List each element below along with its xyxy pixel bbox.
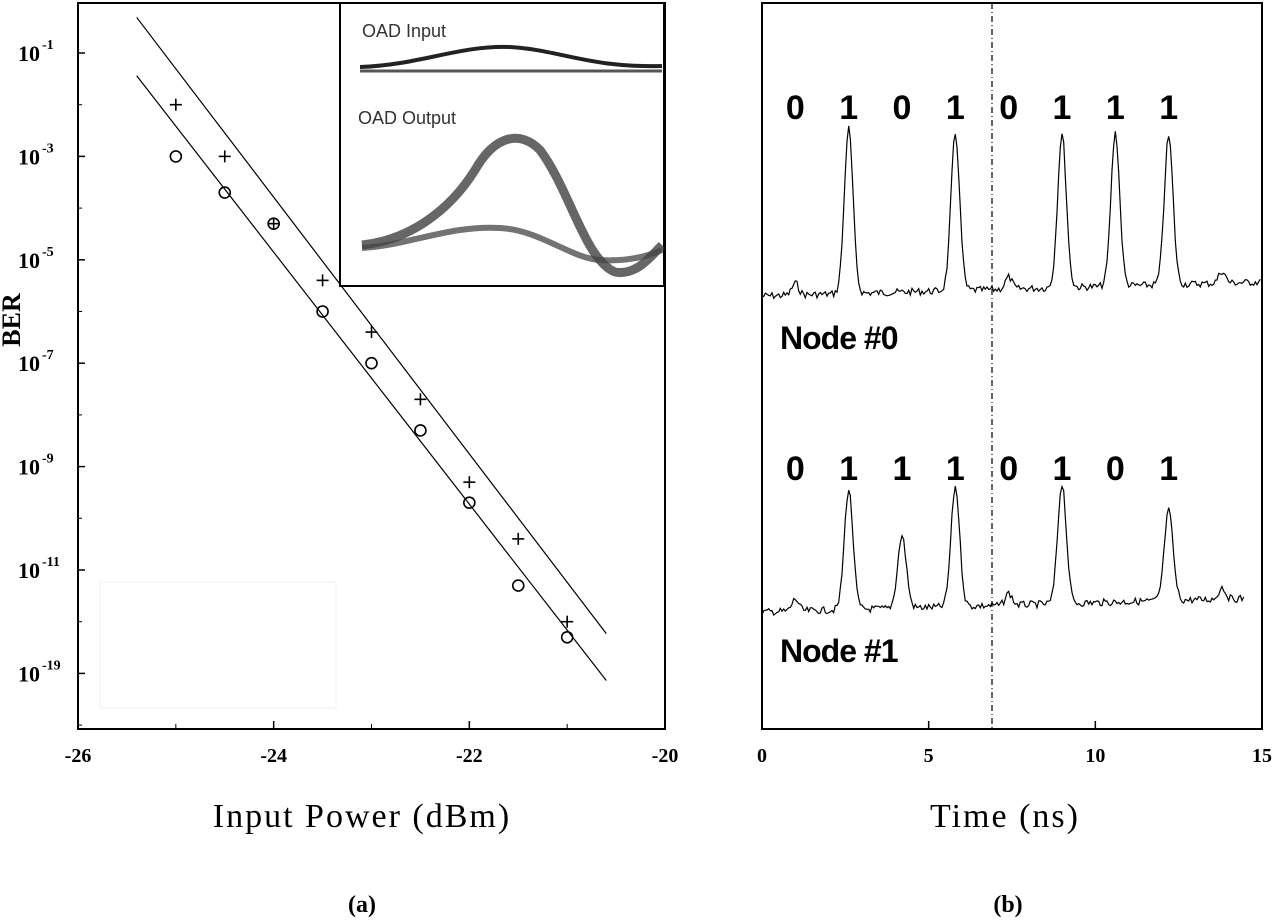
ber-y-tick-exponent: -9 [42, 452, 54, 467]
ber-x-tick-label: -24 [260, 745, 287, 767]
ber-plus-marker [316, 274, 329, 287]
ber-plus-marker [463, 476, 476, 489]
node-0-label: Node #0 [780, 320, 898, 356]
waveform-panel: 0 5 10 15 0 1 0 1 0 1 1 10 1 1 1 0 1 0 1 Node #0 Node #1 … [757, 2, 1272, 918]
ber-circle-marker [365, 356, 378, 370]
ber-y-tick-exponent: -19 [42, 658, 61, 673]
ber-plus-marker [414, 393, 427, 406]
ber-plus-marker [561, 615, 574, 628]
bit-label: 0 [999, 89, 1018, 127]
ber-y-tick-label: 10 [18, 248, 40, 273]
panel-a-label: (a) [348, 892, 376, 918]
waveform-trace [761, 125, 1261, 300]
panel-b-label: (b) [993, 892, 1022, 918]
ber-y-tick-exponent: -3 [42, 141, 54, 156]
bit-label: 0 [786, 89, 805, 127]
ber-y-tick-exponent: -11 [42, 555, 60, 570]
ber-x-axis-title: Input Power (dBm) [213, 798, 511, 835]
bit-label: 1 [1159, 450, 1178, 488]
bit-label: 1 [946, 450, 965, 488]
bit-label: 0 [999, 450, 1018, 488]
inset-label-output: OAD Output [358, 108, 456, 128]
ber-y-tick-exponent: -7 [42, 348, 54, 363]
time-x-tick-label: 15 [1252, 745, 1272, 767]
inset-output-eye-upper [361, 133, 666, 278]
ber-y-tick-label: 10 [18, 351, 40, 376]
inset-label-input: OAD Input [362, 21, 446, 41]
bit-label: 1 [946, 89, 965, 127]
node-1-label: Node #1 [780, 633, 898, 669]
ber-fit-line [136, 17, 607, 635]
bit-label: 0 [893, 89, 912, 127]
eye-diagram-inset: OAD Input OAD Output [339, 2, 666, 287]
ber-y-tick-exponent: -5 [42, 245, 54, 260]
bit-label: 1 [893, 450, 912, 488]
time-x-tick-label: 5 [924, 745, 934, 767]
inset-output-eye-lower [361, 224, 664, 264]
ber-circle-marker [414, 424, 427, 437]
ber-circle-marker [169, 150, 183, 163]
bit-label: 1 [1053, 89, 1072, 127]
ber-circle-marker [316, 305, 329, 318]
ber-plus-marker [218, 150, 231, 163]
ber-circle-marker [267, 217, 280, 230]
waveform-plot-frame [761, 2, 1263, 730]
bit-label: 1 [839, 89, 858, 127]
ber-plus-marker [169, 98, 182, 111]
bit-label: 0 [786, 450, 805, 488]
ber-circle-marker [560, 630, 574, 644]
ber-y-tick-label: 10 [18, 41, 40, 66]
ber-plus-marker [512, 532, 525, 545]
ber-x-tick-label: -26 [65, 745, 92, 767]
ber-panel: -26 -24 -22 -20 10-110-310-510-710-910-1110… [0, 2, 679, 918]
ber-y-axis-label: BER [0, 293, 26, 347]
ber-faint-box [99, 581, 337, 709]
inset-input-eye-upper [359, 44, 663, 69]
ber-y-tick-exponent: -1 [42, 38, 54, 53]
ber-y-tick-label: 10 [18, 144, 40, 169]
ber-plus-marker [267, 217, 280, 230]
ber-plus-marker [365, 326, 378, 339]
time-x-tick-label: 10 [1085, 745, 1105, 767]
bit-label: 1 [1053, 450, 1072, 488]
bit-label: 1 [839, 450, 858, 488]
ber-circle-marker [511, 579, 525, 592]
bit-label: 1 [1106, 89, 1125, 127]
ber-circle-marker [218, 186, 232, 199]
ber-fit-line [136, 75, 607, 681]
time-x-tick-label: 0 [757, 745, 767, 767]
bit-label: 0 [1106, 450, 1125, 488]
ber-x-tick-label: -22 [456, 745, 483, 767]
ber-y-tick-label: 10 [18, 661, 40, 686]
waveform-x-axis-title: Time (ns) [930, 798, 1080, 835]
ber-circle-marker [463, 496, 476, 510]
ber-y-tick-label: 10 [18, 455, 40, 480]
waveform-trace [761, 484, 1245, 616]
ber-y-tick-label: 10 [18, 558, 40, 583]
ber-x-tick-label: -20 [652, 745, 679, 767]
bit-label: 1 [1159, 89, 1178, 127]
